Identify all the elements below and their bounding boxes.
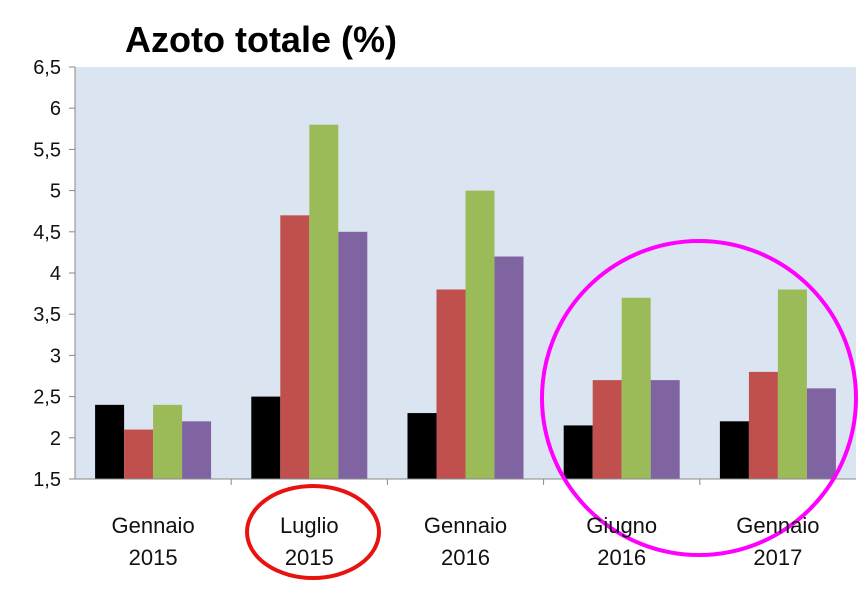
y-tick-label: 4 [50, 263, 61, 285]
y-tick-label: 6 [50, 98, 61, 120]
x-tick-label: Luglio 2015 [279, 513, 339, 570]
x-tick-label: Gennaio 2017 [736, 513, 820, 570]
highlight-ellipse [245, 484, 381, 580]
y-tick-label: 5 [50, 181, 61, 203]
bar [124, 429, 154, 479]
bar [95, 404, 125, 479]
y-tick-label: 2 [50, 428, 61, 450]
bar [182, 421, 212, 479]
bar [494, 256, 524, 479]
chart-title: Azoto totale (%) [125, 19, 397, 60]
highlight-circle [540, 239, 858, 557]
bar [592, 380, 622, 479]
bar [563, 425, 593, 479]
y-tick-label: 1,5 [33, 469, 61, 491]
y-tick-label: 6,5 [33, 57, 61, 79]
bar [309, 124, 339, 480]
bar [748, 371, 778, 479]
x-tick-label: Gennaio 2015 [111, 513, 195, 570]
x-tick-label: Gennaio 2016 [423, 513, 508, 570]
bar [338, 231, 368, 479]
bar [153, 404, 183, 479]
bar [719, 421, 749, 479]
y-tick-label: 5,5 [33, 139, 61, 161]
bar [251, 396, 281, 479]
bar [465, 190, 495, 479]
bar [777, 289, 807, 479]
bar [650, 380, 680, 479]
bar [621, 297, 651, 479]
y-tick-label: 3,5 [33, 304, 61, 326]
bar [280, 215, 310, 479]
bar [806, 388, 836, 479]
y-tick-label: 3 [50, 345, 61, 367]
bar [407, 413, 437, 479]
y-tick-label: 4,5 [33, 222, 61, 244]
y-tick-label: 2,5 [33, 387, 61, 409]
bar [436, 289, 466, 479]
x-tick-label: Giugno 2016 [586, 513, 658, 570]
